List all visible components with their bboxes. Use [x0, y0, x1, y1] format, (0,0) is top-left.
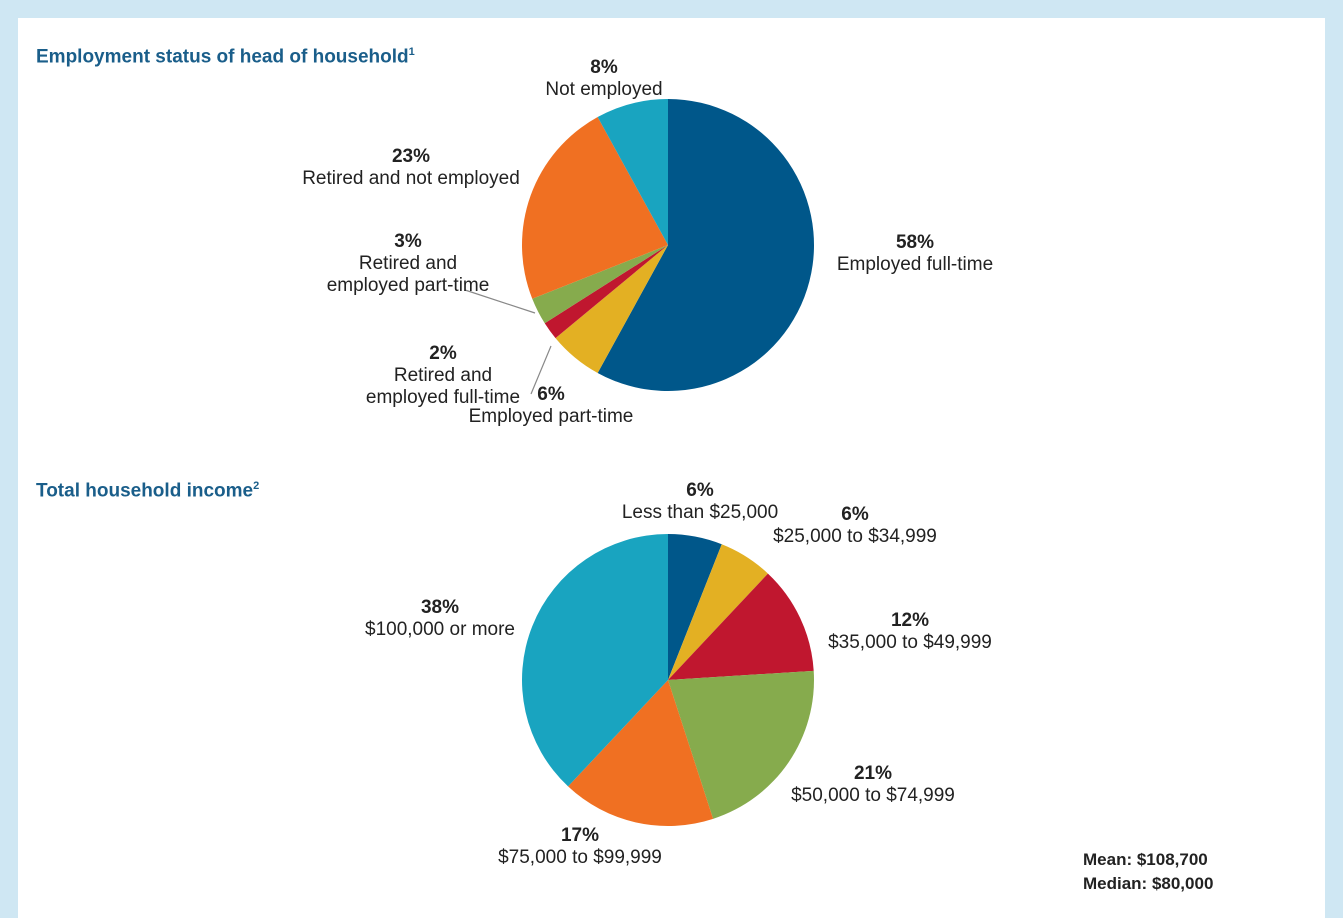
value-label: 23%	[391, 146, 431, 167]
slice-label: 3% Retired and employed part-time	[318, 231, 498, 297]
pie-slice	[597, 99, 815, 392]
value-label: 12%	[890, 610, 930, 631]
value-label: 21%	[853, 763, 893, 784]
annotation: Mean: $108,700	[1083, 850, 1208, 869]
value-label: 8%	[590, 57, 618, 78]
value-label: 6%	[841, 504, 869, 525]
slice-label: 23% Retired and not employed	[281, 146, 541, 190]
title-footnote: 1	[408, 46, 415, 58]
category-label: Not employed	[545, 79, 663, 100]
chart-title: Employment status of head of household1	[36, 46, 415, 68]
pie-slice	[568, 680, 714, 827]
value-label: 2%	[429, 343, 457, 364]
category-label: $35,000 to $49,999	[828, 632, 992, 653]
pie-slice	[668, 573, 814, 680]
title-text: Employment status of head of household	[36, 46, 409, 68]
pie-slice	[668, 534, 722, 680]
value-label: 6%	[537, 384, 565, 405]
category-label: $50,000 to $74,999	[791, 785, 955, 806]
title-text: Total household income	[36, 480, 254, 502]
slice-label: 58% Employed full-time	[790, 232, 1040, 276]
slice-label: 38% $100,000 or more	[320, 597, 560, 641]
category-label: $100,000 or more	[365, 619, 515, 640]
category-label: Less than $25,000	[621, 502, 779, 523]
category-label: Employed part-time	[468, 406, 634, 427]
pie-slice	[668, 544, 768, 680]
pie-slice	[522, 534, 668, 787]
pie-slice	[544, 245, 668, 339]
category-label: Retired and not employed	[302, 168, 520, 189]
leader-line	[464, 289, 536, 314]
slice-label: 12% $35,000 to $49,999	[790, 610, 1030, 654]
pie-slice	[522, 117, 668, 299]
annotation: Median: $80,000	[1083, 874, 1214, 893]
pie-slice	[597, 99, 668, 245]
category-label: Retired and employed part-time	[326, 253, 490, 296]
pie-slice	[532, 245, 668, 324]
slice-label: 2% Retired and employed full-time	[353, 343, 533, 409]
slice-label: 6% Employed part-time	[426, 384, 676, 428]
slice-label: 21% $50,000 to $74,999	[753, 763, 993, 807]
chart-title: Total household income2	[36, 480, 259, 502]
value-label: 3%	[394, 231, 422, 252]
slice-label: 8% Not employed	[504, 57, 704, 101]
category-label: Employed full-time	[836, 254, 994, 275]
category-label: $75,000 to $99,999	[498, 847, 662, 868]
slice-label: 17% $75,000 to $99,999	[460, 825, 700, 869]
value-label: 17%	[560, 825, 600, 846]
value-label: 38%	[420, 597, 460, 618]
slice-label: 6% Less than $25,000	[580, 480, 820, 524]
pie-slice	[668, 670, 815, 819]
category-label: $25,000 to $34,999	[773, 526, 937, 547]
title-footnote: 2	[253, 480, 260, 492]
category-label: Retired and employed full-time	[365, 365, 521, 408]
slice-label: 6% $25,000 to $34,999	[735, 504, 975, 548]
value-label: 6%	[686, 480, 714, 501]
leader-line	[530, 345, 552, 395]
value-label: 58%	[895, 232, 935, 253]
pie-slice	[555, 245, 668, 373]
